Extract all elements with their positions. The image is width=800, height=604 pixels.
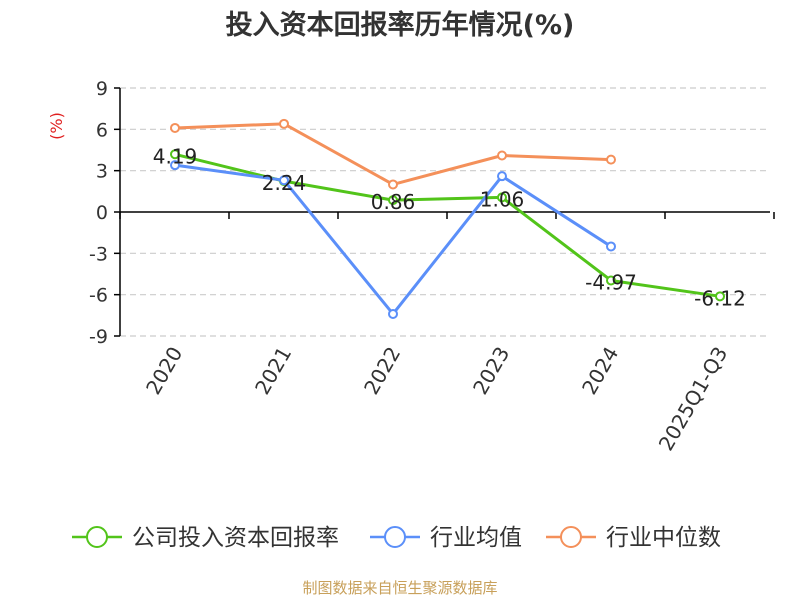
legend-marker: [384, 526, 406, 548]
x-tick-label: 2021: [250, 343, 296, 399]
data-point: [715, 291, 725, 302]
data-label: 0.86: [371, 190, 416, 214]
footer-source: 制图数据来自恒生聚源数据库: [302, 579, 497, 597]
data-label: -6.12: [694, 286, 746, 310]
data-point: [388, 195, 398, 206]
y-tick-label: 3: [96, 161, 108, 183]
legend-label: 行业中位数: [606, 525, 721, 551]
series-group: [170, 118, 725, 319]
data-point: [388, 308, 398, 319]
data-point: [170, 122, 180, 133]
data-point: [497, 192, 507, 203]
grid-group: [120, 87, 770, 337]
legend-group: 公司投入资本回报率 行业均值 行业中位数: [72, 525, 721, 551]
x-tick-label: 2020: [141, 343, 187, 399]
x-tick-label: 2023: [468, 343, 514, 399]
x-tick-label: 2022: [359, 343, 405, 399]
data-point: [170, 160, 180, 171]
y-tick-label: 6: [96, 119, 108, 141]
x-tick-label: 2025Q1-Q3: [654, 343, 733, 455]
data-point: [606, 154, 616, 165]
data-point: [497, 171, 507, 182]
legend-label: 行业均值: [430, 525, 522, 551]
legend-label: 公司投入资本回报率: [132, 525, 339, 551]
y-tick-label: -6: [89, 285, 108, 307]
y-tick-label: -9: [89, 326, 108, 348]
x-tick-label: 2024: [577, 343, 623, 399]
data-point: [279, 175, 289, 186]
data-point: [606, 275, 616, 286]
y-tick-label: 9: [96, 78, 108, 100]
data-point: [497, 150, 507, 161]
y-axis-label: (%): [47, 112, 66, 140]
data-label: 4.19: [153, 144, 198, 168]
legend-marker: [86, 526, 108, 548]
chart-title: 投入资本回报率历年情况(%): [226, 9, 575, 41]
legend-marker: [560, 526, 582, 548]
data-label-group: 4.19 2.24 0.86 1.06 -4.97 -6.12: [153, 144, 746, 310]
data-point: [606, 241, 616, 252]
data-label: -4.97: [585, 270, 637, 294]
y-tick-label: 0: [96, 202, 108, 224]
data-point: [170, 149, 180, 160]
y-tick-label: -3: [89, 243, 108, 265]
data-point: [388, 179, 398, 190]
data-label: 1.06: [480, 187, 525, 211]
data-label: 2.24: [262, 171, 307, 195]
data-point: [279, 118, 289, 129]
